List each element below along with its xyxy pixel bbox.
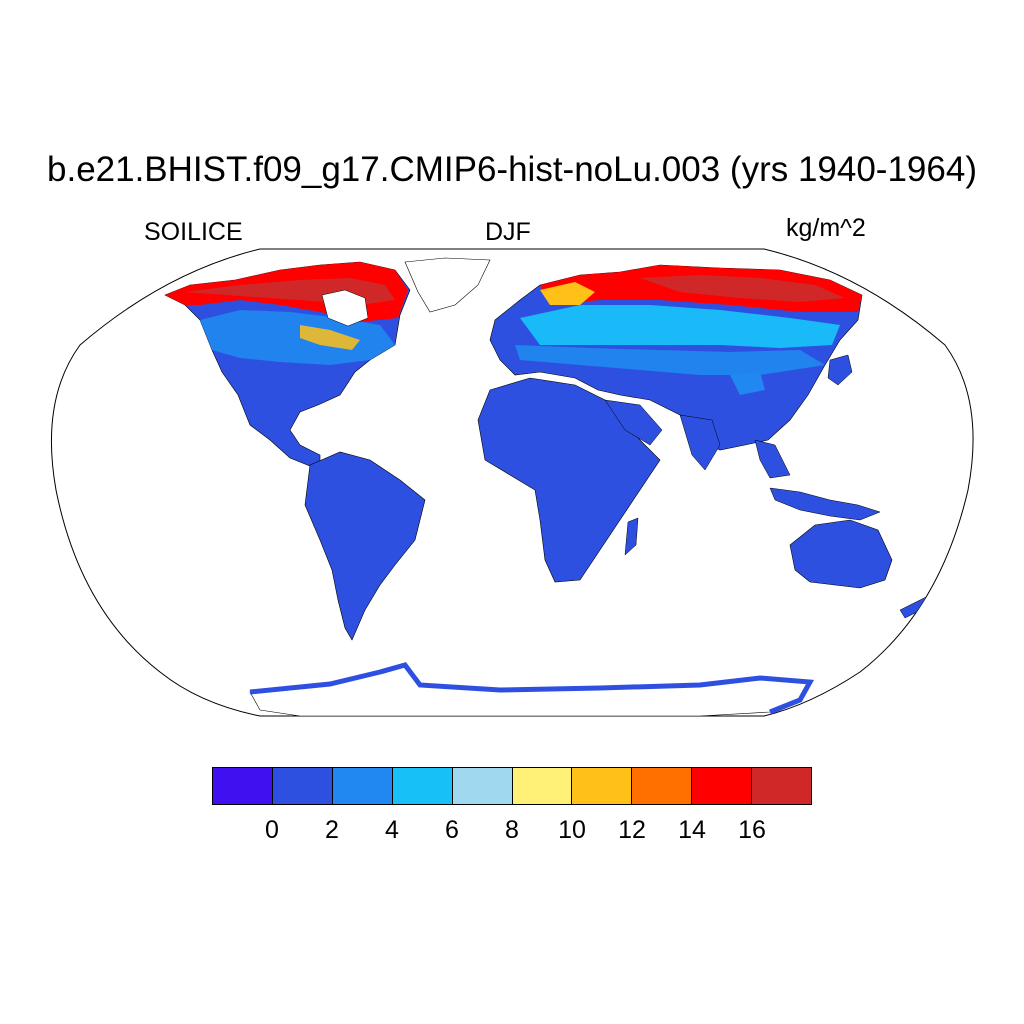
colorbar-tick-label: 14 [678, 816, 706, 844]
arabia-notch [604, 399, 663, 446]
colorbar-tick-label: 0 [265, 816, 279, 844]
colorbar-swatch [212, 767, 273, 805]
tibet-cold-patch [730, 372, 765, 395]
new-zealand [899, 589, 943, 619]
indonesia [769, 487, 881, 521]
world-map [50, 248, 974, 717]
japan [827, 354, 853, 386]
colorbar [212, 767, 813, 805]
colorbar-tick-label: 4 [385, 816, 399, 844]
antarctica-edge [249, 662, 815, 715]
africa [477, 377, 661, 583]
colorbar-swatch [691, 767, 753, 805]
variable-label: SOILICE [144, 218, 243, 246]
north-america-transition [300, 325, 360, 350]
colorbar-swatch [451, 767, 513, 805]
globe-outline [50, 248, 974, 717]
colorbar-swatch [511, 767, 573, 805]
hudson-bay [321, 289, 369, 327]
madagascar [624, 517, 639, 556]
colorbar-swatch [331, 767, 393, 805]
greenland [404, 257, 491, 313]
colorbar-swatch [391, 767, 453, 805]
season-label: DJF [485, 218, 531, 246]
plot-title: b.e21.BHIST.f09_g17.CMIP6-hist-noLu.003 … [47, 150, 977, 189]
southeast-asia [754, 439, 791, 479]
colorbar-tick-label: 6 [445, 816, 459, 844]
colorbar-tick-label: 12 [618, 816, 646, 844]
south-america [304, 451, 426, 641]
colorbar-swatch [751, 767, 813, 805]
colorbar-swatch [571, 767, 633, 805]
eurasia-mid-band [515, 345, 825, 375]
scandinavia-transition [540, 282, 595, 305]
units-label: kg/m^2 [786, 214, 866, 242]
colorbar-tick-label: 2 [325, 816, 339, 844]
colorbar-tick-label: 10 [558, 816, 586, 844]
colorbar-tick-label: 16 [738, 816, 766, 844]
eurasia-cold-band [520, 305, 840, 348]
colorbar-tick-label: 8 [505, 816, 519, 844]
eurasia-arctic-deep [640, 275, 845, 302]
india [679, 414, 721, 471]
colorbar-swatch [271, 767, 333, 805]
colorbar-swatch [631, 767, 693, 805]
australia [789, 519, 893, 589]
